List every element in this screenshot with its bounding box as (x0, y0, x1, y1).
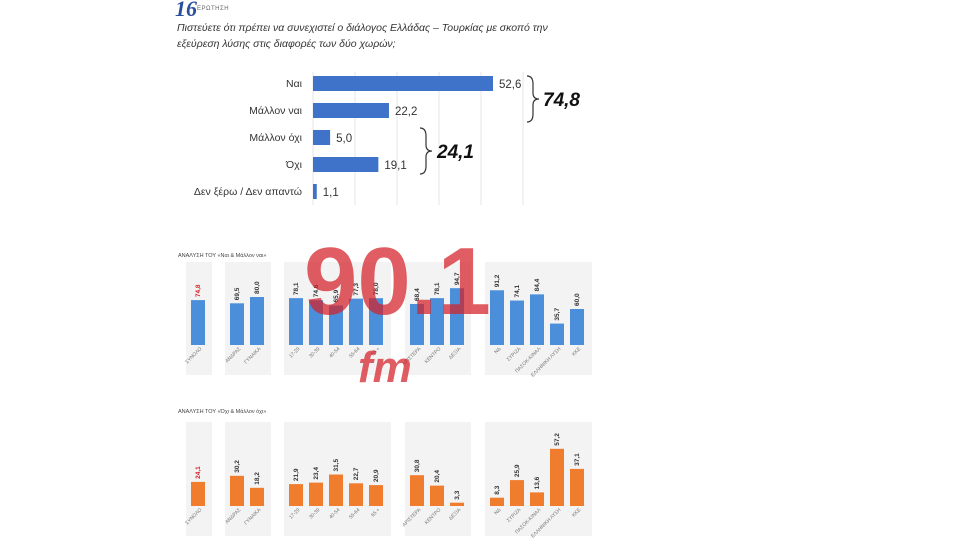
data-label: 22,2 (395, 106, 417, 118)
chart-title: ΑΝΑΛΥΣΗ ΤΟΥ «Όχι & Μάλλον όχι» (178, 408, 266, 415)
tick-label: ΝΔ (493, 507, 503, 517)
data-label: 22,7 (353, 467, 360, 480)
data-label: 13,6 (534, 476, 541, 489)
data-label: 77,3 (353, 283, 360, 296)
data-label: 78,0 (373, 282, 380, 295)
data-label: 60,0 (574, 293, 581, 306)
bar (349, 298, 363, 345)
bar (191, 481, 205, 506)
bar (309, 300, 323, 345)
bar (369, 485, 383, 506)
data-label: 84,4 (534, 278, 541, 291)
data-label: 78,1 (434, 282, 441, 295)
data-label: 74,1 (514, 285, 521, 298)
category-label: Δεν ξέρω / Δεν απαντώ (194, 186, 302, 198)
data-label: 31,5 (333, 458, 340, 471)
bar (313, 130, 331, 145)
data-label: 20,4 (434, 470, 441, 483)
bar (250, 487, 264, 506)
bar (570, 309, 584, 345)
data-label: 57,2 (554, 433, 561, 446)
bar (410, 303, 424, 345)
brace (419, 127, 433, 175)
bar (410, 475, 424, 506)
bar (430, 485, 444, 506)
bar (530, 492, 544, 506)
data-label: 65,9 (333, 289, 340, 302)
chart-title: ΑΝΑΛΥΣΗ ΤΟΥ «Ναι & Μάλλον ναι» (178, 252, 266, 259)
data-label: 18,2 (254, 472, 261, 485)
data-label: 35,7 (554, 308, 561, 321)
group-total-label: 24,1 (436, 142, 474, 163)
data-label: 20,9 (373, 469, 380, 482)
bar (329, 474, 343, 506)
bar (289, 484, 303, 506)
category-label: Μάλλον όχι (249, 132, 302, 144)
category-label: Όχι (285, 159, 303, 171)
brace (526, 75, 540, 123)
bar (309, 482, 323, 506)
data-label: 8,3 (494, 485, 501, 494)
bar (329, 305, 343, 345)
category-label: Ναι (286, 78, 303, 90)
group-total-label: 74,8 (543, 90, 580, 111)
data-label: 80,0 (254, 281, 261, 294)
bar (313, 157, 379, 172)
watermark-logo-sub: fm (358, 343, 412, 392)
bar (369, 298, 383, 345)
data-label: 1,1 (323, 187, 339, 199)
data-label: 68,4 (414, 288, 421, 301)
tick-label: ΝΔ (493, 346, 503, 356)
bar (230, 475, 244, 506)
bar (510, 480, 524, 506)
data-label: 91,2 (494, 274, 501, 287)
data-label: 25,9 (514, 464, 521, 477)
data-label: 21,9 (293, 468, 300, 481)
data-label: 30,2 (234, 460, 241, 473)
bar (191, 300, 205, 345)
watermark-logo: 90.1 (304, 228, 491, 335)
data-label: 94,7 (454, 272, 461, 285)
bar (313, 76, 493, 91)
tick-label: 65 + (370, 507, 381, 518)
category-label: Μάλλον ναι (249, 105, 302, 117)
data-label: 37,1 (574, 453, 581, 466)
bar (250, 297, 264, 345)
tick-label: ΚΚΕ (571, 507, 583, 519)
bar (490, 290, 504, 345)
data-label: 24,1 (195, 466, 202, 479)
bar (550, 448, 564, 506)
data-label: 78,1 (293, 282, 300, 295)
data-label: 19,1 (384, 160, 406, 172)
question-label: ΕΡΩΤΗΣΗ (197, 6, 230, 12)
bar (313, 103, 389, 118)
bar (230, 303, 244, 345)
data-label: 23,4 (313, 467, 320, 480)
question-number: 16 (175, 0, 197, 21)
data-label: 5,0 (336, 133, 352, 145)
bar (570, 468, 584, 506)
data-label: 30,8 (414, 459, 421, 472)
bar (550, 323, 564, 345)
bar (450, 288, 464, 345)
bar (430, 298, 444, 345)
bar (450, 502, 464, 506)
question-text: Πιστεύετε ότι πρέπει να συνεχιστεί ο διά… (177, 22, 548, 50)
bar (289, 298, 303, 345)
data-label: 74,8 (195, 284, 202, 297)
bar (530, 294, 544, 345)
data-label: 69,5 (234, 287, 241, 300)
data-label: 52,6 (499, 79, 521, 91)
data-label: 74,6 (313, 284, 320, 297)
tick-label: ΚΚΕ (571, 346, 583, 358)
tick-label: 65 + (370, 346, 381, 357)
group-panel (186, 422, 212, 536)
bar (313, 184, 317, 199)
data-label: 3,3 (454, 490, 461, 499)
bar (490, 497, 504, 506)
bar (510, 300, 524, 345)
bar (349, 483, 363, 506)
